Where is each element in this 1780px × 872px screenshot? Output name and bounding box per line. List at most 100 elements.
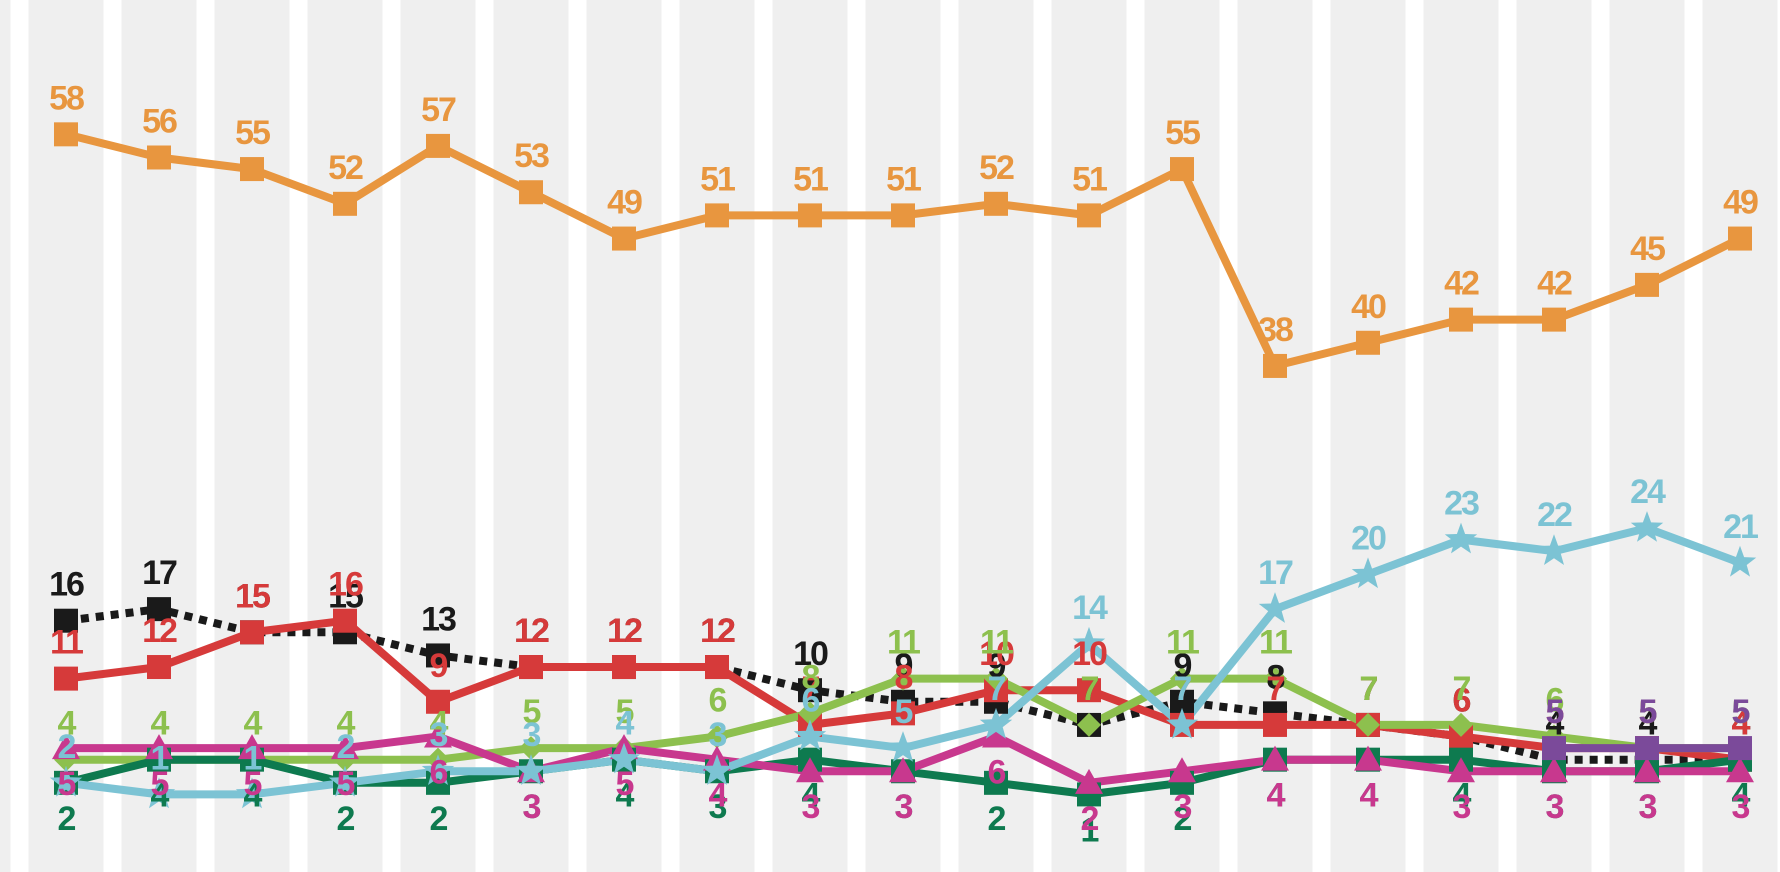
marker — [982, 722, 1010, 748]
data-label: 20 — [1351, 519, 1386, 557]
data-label: 3 — [1174, 788, 1192, 826]
data-label: 5 — [244, 765, 262, 803]
marker — [796, 757, 824, 783]
marker — [984, 770, 1008, 795]
data-label: 9 — [895, 647, 913, 685]
data-label: 5 — [151, 765, 169, 803]
marker — [612, 226, 636, 251]
data-label: 4 — [337, 705, 356, 743]
data-label: 11 — [1259, 624, 1292, 662]
stripe — [1591, 0, 1610, 872]
stripe — [196, 0, 215, 872]
data-label: 17 — [1258, 554, 1293, 592]
data-label: 11 — [887, 624, 920, 662]
marker — [49, 765, 83, 797]
data-label: 2 — [58, 728, 76, 766]
data-label: 55 — [1165, 114, 1200, 152]
data-label: 5 — [1732, 693, 1750, 731]
data-label: 38 — [1258, 311, 1293, 349]
data-label: 1 — [244, 739, 262, 777]
data-label: 5 — [616, 765, 634, 803]
data-label: 55 — [235, 114, 270, 152]
data-label: 10 — [1072, 635, 1107, 673]
marker — [793, 719, 827, 751]
marker — [147, 597, 171, 622]
data-label: 5 — [337, 765, 355, 803]
data-label: 7 — [802, 670, 820, 708]
data-label: 45 — [1630, 230, 1665, 268]
marker — [1168, 757, 1196, 783]
data-label: 5 — [616, 693, 634, 731]
marker — [891, 701, 915, 726]
stripe — [1498, 0, 1517, 872]
marker — [1258, 592, 1292, 623]
data-label: 4 — [151, 705, 170, 743]
marker — [1726, 757, 1754, 783]
data-label: 9 — [430, 647, 448, 685]
data-label: 52 — [328, 149, 363, 187]
stripe — [1405, 0, 1424, 872]
data-label: 5 — [1639, 693, 1657, 731]
data-label: 7 — [1453, 670, 1471, 708]
data-label: 51 — [886, 160, 921, 198]
data-label: 5 — [1639, 693, 1657, 731]
data-label: 14 — [1072, 589, 1108, 627]
data-label: 7 — [1360, 670, 1378, 708]
marker — [891, 203, 915, 228]
marker — [1165, 707, 1199, 739]
data-label: 8 — [1267, 658, 1285, 696]
marker — [1077, 712, 1101, 737]
data-label: 5 — [523, 693, 541, 731]
marker — [798, 203, 822, 228]
marker — [426, 133, 450, 158]
data-label: 8 — [895, 658, 913, 696]
marker — [1356, 712, 1380, 737]
data-label: 4 — [244, 777, 263, 815]
data-label: 6 — [988, 753, 1006, 791]
data-label: 16 — [49, 566, 84, 604]
data-label: 4 — [1546, 705, 1565, 743]
data-label: 3 — [523, 716, 541, 754]
marker — [514, 754, 548, 785]
stripe — [1033, 0, 1052, 872]
stripe — [1126, 0, 1145, 872]
data-label: 12 — [514, 612, 549, 650]
data-label: 6 — [1453, 681, 1471, 719]
data-label: 1 — [151, 739, 169, 777]
marker — [240, 620, 264, 645]
data-label: 3 — [430, 716, 448, 754]
marker — [891, 666, 915, 691]
data-label: 6 — [1453, 681, 1471, 719]
data-label: 7 — [1081, 670, 1099, 708]
data-label: 3 — [523, 788, 541, 826]
data-label: 7 — [1360, 670, 1378, 708]
data-label: 40 — [1351, 288, 1386, 326]
data-label: 7 — [988, 670, 1006, 708]
data-label: 51 — [793, 160, 828, 198]
marker — [1635, 272, 1659, 297]
marker — [54, 608, 78, 633]
marker — [889, 757, 917, 783]
data-label: 7 — [1081, 670, 1099, 708]
data-label: 4 — [802, 777, 821, 815]
data-label: 4 — [1267, 777, 1286, 815]
marker — [612, 655, 636, 680]
stripe — [568, 0, 587, 872]
stripe — [1684, 0, 1703, 872]
marker — [1077, 678, 1101, 703]
stripe — [103, 0, 122, 872]
marker — [1728, 736, 1752, 761]
data-label: 2 — [337, 728, 355, 766]
marker — [886, 731, 920, 762]
data-label: 4 — [1732, 705, 1751, 743]
data-label: 3 — [709, 716, 727, 754]
data-label: 12 — [700, 612, 735, 650]
marker — [1630, 511, 1664, 542]
data-label: 5 — [895, 693, 913, 731]
marker — [54, 122, 78, 147]
data-label: 2 — [1081, 800, 1099, 838]
data-label: 4 — [244, 705, 263, 743]
data-label: 6 — [1546, 681, 1564, 719]
marker — [519, 180, 543, 205]
marker — [240, 157, 264, 182]
